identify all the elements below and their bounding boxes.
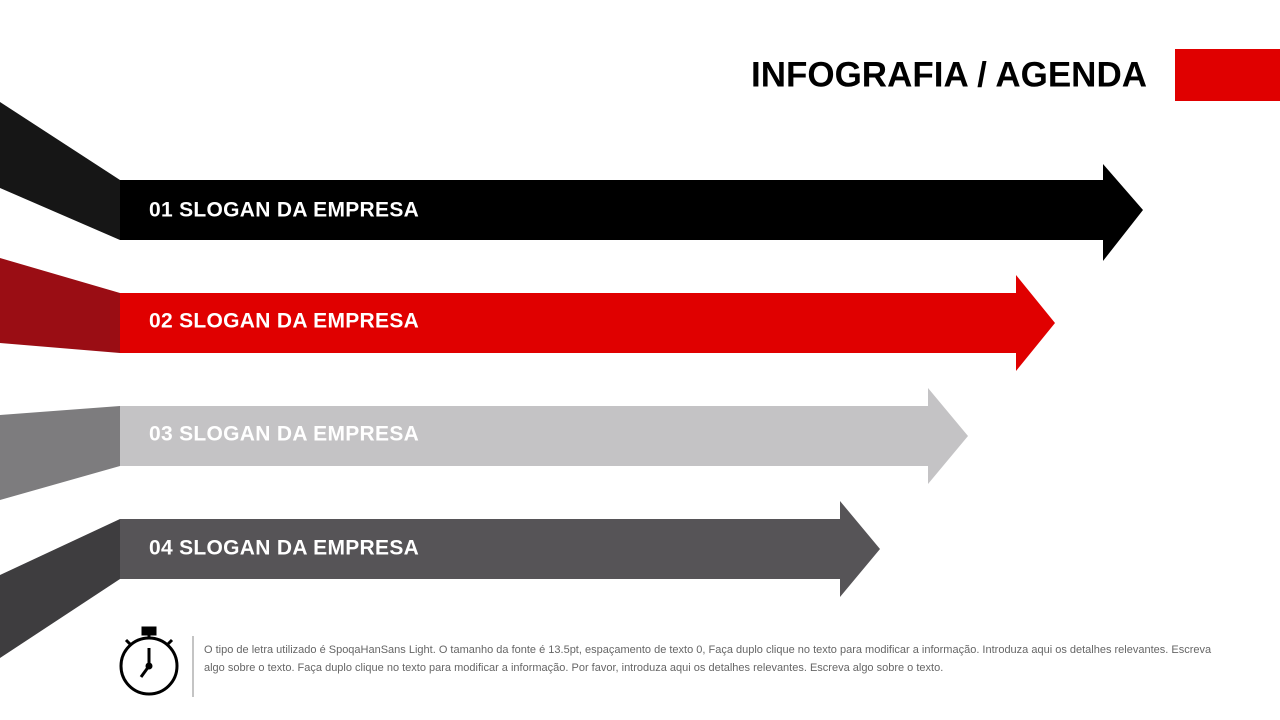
arrow-label: 01 SLOGAN DA EMPRESA: [149, 199, 419, 222]
arrow: [120, 501, 880, 597]
arrow: [120, 164, 1143, 261]
slide-title: INFOGRAFIA / AGENDA: [751, 55, 1147, 94]
arrow-label: 03 SLOGAN DA EMPRESA: [149, 423, 419, 446]
arrow-label: 04 SLOGAN DA EMPRESA: [149, 537, 419, 560]
accent-block: [1175, 49, 1280, 101]
arrow: [120, 275, 1055, 371]
ribbon: [0, 258, 120, 353]
ribbon: [0, 406, 120, 500]
stopwatch-icon: [119, 626, 179, 696]
footer-text: O tipo de letra utilizado é SpoqaHanSans…: [204, 644, 1212, 674]
arrow: [120, 388, 968, 484]
ribbon: [0, 102, 120, 240]
arrow-label: 02 SLOGAN DA EMPRESA: [149, 310, 419, 333]
ribbon: [0, 519, 120, 658]
